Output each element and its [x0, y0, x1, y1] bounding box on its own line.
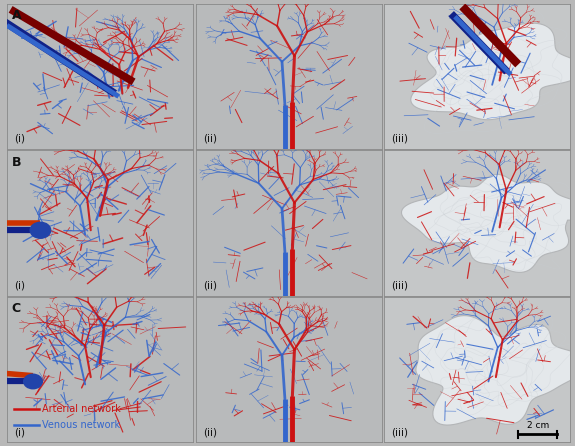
- Text: A: A: [12, 8, 21, 22]
- Text: 2 cm: 2 cm: [527, 421, 549, 430]
- Text: B: B: [12, 156, 21, 169]
- Text: Venous network: Venous network: [43, 420, 120, 430]
- Text: (ii): (ii): [203, 281, 217, 290]
- Circle shape: [30, 222, 51, 238]
- Text: (ii): (ii): [203, 134, 217, 144]
- Polygon shape: [411, 23, 575, 120]
- Text: (iii): (iii): [392, 281, 409, 290]
- Text: (i): (i): [14, 134, 25, 144]
- Text: (i): (i): [14, 281, 25, 290]
- Text: Arterial network: Arterial network: [43, 404, 121, 414]
- Text: (ii): (ii): [203, 427, 217, 438]
- Text: (iii): (iii): [392, 427, 409, 438]
- Text: (iii): (iii): [392, 134, 409, 144]
- Polygon shape: [401, 174, 575, 273]
- Text: C: C: [12, 302, 21, 315]
- Polygon shape: [416, 316, 575, 425]
- Text: (i): (i): [14, 427, 25, 438]
- Circle shape: [24, 374, 43, 389]
